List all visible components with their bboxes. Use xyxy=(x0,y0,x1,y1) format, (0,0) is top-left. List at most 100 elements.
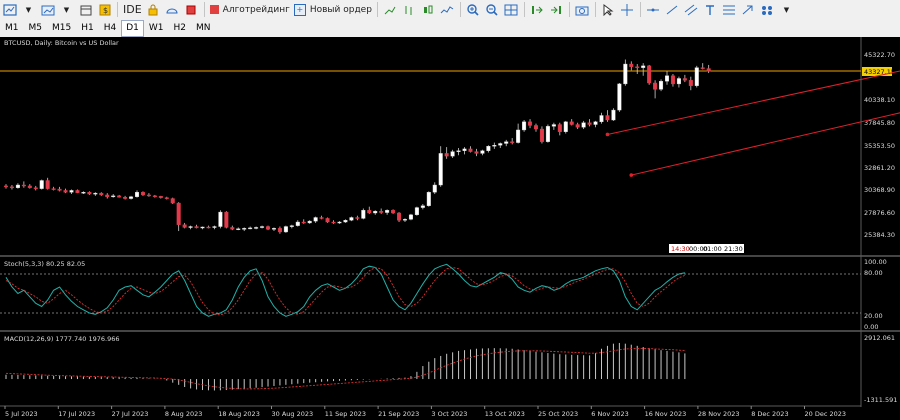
candle-body xyxy=(623,63,628,85)
shapes-icon[interactable] xyxy=(760,2,775,17)
fibo-icon[interactable] xyxy=(722,2,737,17)
crosshair-icon[interactable] xyxy=(620,2,635,17)
candle-body xyxy=(295,221,300,226)
macd-layer xyxy=(5,342,686,391)
candle-body xyxy=(105,194,110,197)
candle-body xyxy=(117,195,122,198)
timeframe-bar: M1 M5 M15 H1 H4 D1 W1 H2 MN xyxy=(0,19,900,38)
candle-body xyxy=(402,219,407,221)
toolbar-separator xyxy=(203,2,205,17)
candle-body xyxy=(468,148,473,152)
main-pane-title: BTCUSD, Daily: Bitcoin vs US Dollar xyxy=(4,39,119,47)
toolbar-separator xyxy=(376,2,378,17)
dropdown-arrow-icon[interactable]: ▼ xyxy=(25,5,32,14)
timeframe-mn[interactable]: MN xyxy=(196,22,211,33)
chart-canvas[interactable]: BTCUSD, Daily: Bitcoin vs US Dollar Stoc… xyxy=(0,37,900,420)
macd-axis[interactable]: 2912.061 -1311.591 xyxy=(864,334,897,404)
price-label: 27876.60 xyxy=(864,209,895,217)
timeframe-h2[interactable]: H2 xyxy=(173,22,187,33)
lock-icon[interactable] xyxy=(146,2,161,17)
price-label: 35353.50 xyxy=(864,142,895,150)
scroll-icon[interactable] xyxy=(530,2,545,17)
dropdown-arrow-icon[interactable]: ▼ xyxy=(783,5,790,14)
chart-type-icon[interactable] xyxy=(383,2,398,17)
grid-icon[interactable] xyxy=(504,2,519,17)
data-window-icon[interactable] xyxy=(78,2,93,17)
candle-body xyxy=(670,75,675,85)
candle-body xyxy=(492,145,497,147)
cursor-icon[interactable] xyxy=(601,2,616,17)
dropdown-arrow-icon[interactable]: ▼ xyxy=(63,5,70,14)
price-label: 37845.80 xyxy=(864,119,895,127)
timeframe-d1[interactable]: D1 xyxy=(121,19,144,37)
candle-body xyxy=(694,67,699,86)
stoch-axis[interactable]: 100.00 80.00 20.00 0.00 xyxy=(864,258,887,331)
candle-body xyxy=(456,150,461,152)
candle-body xyxy=(271,228,276,230)
toolbar-separator xyxy=(568,2,570,17)
bars-icon[interactable] xyxy=(402,2,417,17)
candle-body xyxy=(313,217,318,222)
candle-body xyxy=(593,121,598,125)
candle-body xyxy=(242,228,247,230)
time-label: 28 Nov 2023 xyxy=(698,410,740,418)
toolbar-separator xyxy=(523,2,525,17)
candle-body xyxy=(75,190,80,193)
price-label: 40338.10 xyxy=(864,96,895,104)
candle-body xyxy=(182,224,187,228)
timeframe-h4[interactable]: H4 xyxy=(103,22,117,33)
candle-body xyxy=(248,227,253,230)
zoom-in-icon[interactable] xyxy=(466,2,481,17)
time-label: 5 Jul 2023 xyxy=(5,410,38,418)
candle-body xyxy=(498,143,503,146)
ide-button[interactable]: IDE xyxy=(123,2,142,17)
candle-body xyxy=(545,126,550,142)
timeframe-w1[interactable]: W1 xyxy=(148,22,164,33)
candle-body xyxy=(319,217,324,219)
channel-layer[interactable] xyxy=(0,41,900,177)
line-icon[interactable] xyxy=(440,2,455,17)
trendline-icon[interactable] xyxy=(665,2,680,17)
candle-body xyxy=(45,180,50,189)
macd-pane-title: MACD(12,26,9) 1777.740 1976.966 xyxy=(4,335,120,343)
timeframe-m5[interactable]: M5 xyxy=(28,22,43,33)
profiles-icon[interactable] xyxy=(40,2,55,17)
navigator-icon[interactable]: $ xyxy=(97,2,112,17)
stop-icon[interactable] xyxy=(184,2,199,17)
macd-signal-line xyxy=(5,347,685,390)
autoscroll-icon[interactable] xyxy=(549,2,564,17)
timeframe-h1[interactable]: H1 xyxy=(81,22,94,33)
screenshot-icon[interactable] xyxy=(575,2,590,17)
candle-body xyxy=(510,141,515,143)
time-label: 17 Jul 2023 xyxy=(58,410,95,418)
market-watch-icon[interactable] xyxy=(165,2,180,17)
price-axis[interactable]: 45322.70 40338.10 37845.80 35353.50 3286… xyxy=(864,51,895,239)
candle-body xyxy=(462,148,467,151)
candle-body xyxy=(236,228,241,230)
candle-body xyxy=(129,196,134,199)
arrow-icon[interactable] xyxy=(741,2,756,17)
candle-body xyxy=(343,220,348,223)
timeframe-m15[interactable]: M15 xyxy=(52,22,72,33)
new-chart-icon[interactable] xyxy=(2,2,17,17)
candle-body xyxy=(647,65,652,84)
stoch-level-label: 80.00 xyxy=(864,269,883,277)
candle-body xyxy=(51,188,56,190)
text-icon[interactable] xyxy=(703,2,718,17)
algotrading-button[interactable]: Алготрейдинг xyxy=(209,2,290,17)
candle-body xyxy=(123,196,128,199)
candle-body xyxy=(397,212,402,221)
session-label: 00:00 xyxy=(689,245,708,253)
candle-body xyxy=(170,198,175,204)
channel-upper-line xyxy=(607,70,900,135)
candle-body xyxy=(414,207,419,216)
new-order-button[interactable]: + Новый ордер xyxy=(293,2,372,17)
time-axis[interactable]: 5 Jul 2023 17 Jul 2023 27 Jul 2023 8 Aug 20… xyxy=(4,406,846,418)
timeframe-m1[interactable]: M1 xyxy=(5,22,19,33)
candle-body xyxy=(230,227,235,230)
channel-lower-line xyxy=(631,112,900,176)
channel-icon[interactable] xyxy=(684,2,699,17)
zoom-out-icon[interactable] xyxy=(485,2,500,17)
hline-icon[interactable] xyxy=(646,2,661,17)
candles-icon[interactable] xyxy=(421,2,436,17)
